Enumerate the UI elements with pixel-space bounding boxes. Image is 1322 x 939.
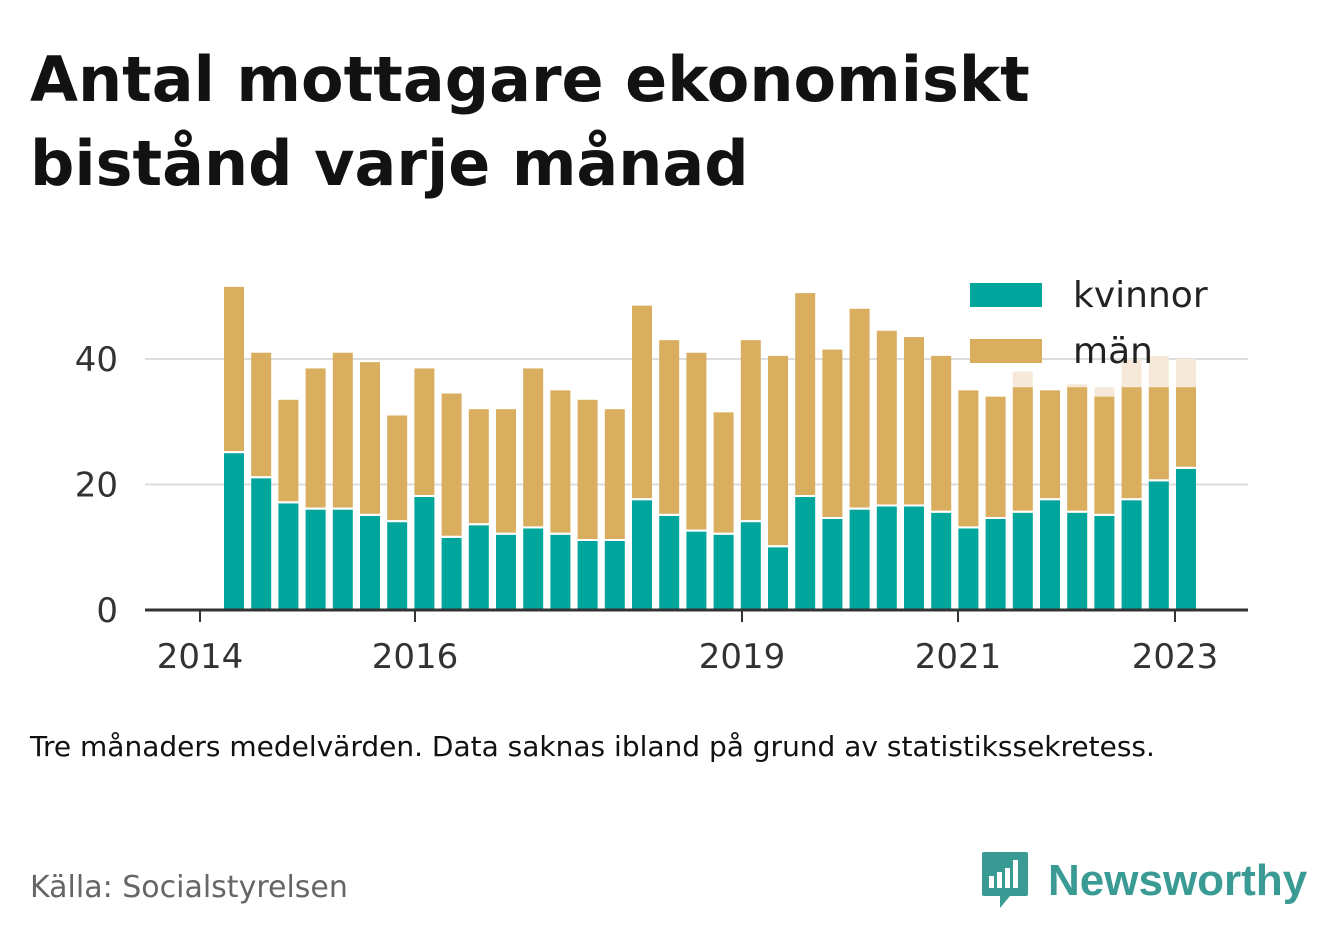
bar-kvinnor <box>1121 500 1142 610</box>
bar-kvinnor <box>550 534 571 610</box>
bar-kvinnor <box>958 528 979 610</box>
bar-man <box>632 305 652 499</box>
bar-man <box>822 349 843 518</box>
bar-kvinnor <box>305 509 326 610</box>
stacked-bar-chart: 0 20 40 2014 2016 2019 2021 2023 kvinnor män <box>75 275 1248 677</box>
brand-name: Newsworthy <box>1048 856 1308 905</box>
bar-kvinnor <box>1094 515 1115 610</box>
legend-label: män <box>1073 331 1153 372</box>
x-axis: 2014 2016 2019 2021 2023 <box>145 608 1248 677</box>
bar-man <box>523 368 544 527</box>
bar-man <box>550 390 571 533</box>
bar-kvinnor <box>332 509 353 610</box>
bar-kvinnor <box>686 531 707 610</box>
y-tick-label: 40 <box>75 340 118 380</box>
bar-kvinnor <box>577 540 598 610</box>
bar-man <box>876 330 897 505</box>
source-label: Källa: Socialstyrelsen <box>30 870 348 905</box>
bar-kvinnor <box>360 515 380 610</box>
bar-kvinnor <box>1012 512 1033 610</box>
bar-kvinnor <box>523 528 544 610</box>
legend-swatch-kvinnor <box>970 283 1042 307</box>
bar-man <box>740 340 761 521</box>
bar-man <box>904 337 924 505</box>
bar-kvinnor <box>795 497 816 610</box>
bar-kvinnor <box>659 515 680 610</box>
bar-man <box>1176 387 1196 467</box>
bar-man <box>713 412 734 533</box>
bar-man <box>958 390 979 527</box>
bar-kvinnor <box>604 540 625 610</box>
bar-kvinnor <box>632 500 652 610</box>
legend-swatch-man <box>970 339 1042 363</box>
bar-kvinnor <box>904 506 924 610</box>
bar-kvinnor <box>849 509 870 610</box>
bar-kvinnor <box>387 522 408 610</box>
bar-man <box>496 409 516 533</box>
bar-kvinnor <box>1148 481 1169 610</box>
bar-kvinnor <box>1040 500 1060 610</box>
bar-kvinnor <box>768 547 788 610</box>
x-tick-label: 2023 <box>1132 637 1219 677</box>
bar-kvinnor <box>931 512 952 610</box>
bar-man <box>305 368 326 508</box>
bar-kvinnor <box>224 453 244 610</box>
bar-man <box>849 308 870 508</box>
bar-man <box>360 362 380 514</box>
bar-kvinnor <box>1067 512 1088 610</box>
bar-kvinnor <box>1176 468 1196 610</box>
brand-logo: Newsworthy <box>980 850 1307 912</box>
bar-kvinnor <box>278 503 299 610</box>
y-tick-label: 20 <box>75 466 118 506</box>
bar-man <box>1148 387 1169 480</box>
x-tick-label: 2021 <box>915 637 1002 677</box>
bar-kvinnor <box>822 519 843 610</box>
chart-title: Antal mottagare ekonomiskt bistånd varje… <box>30 43 1030 200</box>
bar-man <box>1067 387 1088 511</box>
y-axis-ticks: 0 20 40 <box>75 340 118 631</box>
bar-kvinnor <box>713 534 734 610</box>
bar-man <box>1121 387 1142 499</box>
bar-man <box>1094 396 1115 514</box>
bar-kvinnor <box>441 537 462 610</box>
bar-man <box>224 286 244 452</box>
bar-man <box>441 393 462 536</box>
bar-man <box>604 409 625 539</box>
chat-bar-chart-icon <box>982 852 1028 908</box>
bar-man <box>414 368 435 496</box>
bar-man <box>985 396 1006 518</box>
bar-man <box>795 293 816 496</box>
bar-man <box>931 355 952 511</box>
bar-kvinnor <box>496 534 516 610</box>
bar-man <box>686 352 707 530</box>
bar-man <box>278 399 299 502</box>
chart-note: Tre månaders medelvärden. Data saknas ib… <box>30 730 1155 763</box>
legend: kvinnor män <box>970 275 1208 372</box>
bar-kvinnor <box>740 522 761 610</box>
bars <box>224 286 1196 610</box>
bar-kvinnor <box>468 525 489 610</box>
bar-man <box>659 340 680 514</box>
bar-man <box>768 355 788 546</box>
x-tick-label: 2016 <box>372 637 459 677</box>
bar-man <box>251 352 272 477</box>
y-tick-label: 0 <box>96 591 118 631</box>
legend-label: kvinnor <box>1073 275 1208 316</box>
x-tick-label: 2014 <box>157 637 244 677</box>
bar-man <box>1012 387 1033 511</box>
bar-kvinnor <box>876 506 897 610</box>
bar-kvinnor <box>414 497 435 610</box>
bar-man <box>1040 390 1060 499</box>
bar-kvinnor <box>985 519 1006 610</box>
bar-man <box>577 399 598 539</box>
bar-man <box>387 415 408 521</box>
bar-kvinnor <box>251 478 272 610</box>
bar-man <box>332 352 353 508</box>
x-tick-label: 2019 <box>699 637 786 677</box>
bar-man <box>468 409 489 524</box>
